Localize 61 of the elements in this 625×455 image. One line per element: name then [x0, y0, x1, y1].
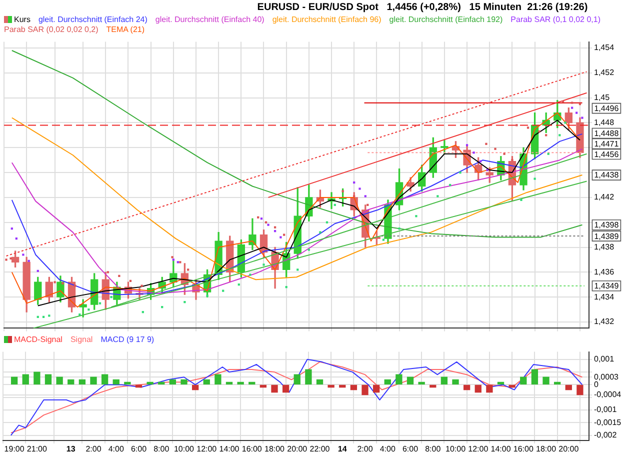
x-tick-label: 10:00	[445, 444, 466, 454]
x-tick-label: 14:00	[490, 444, 512, 454]
text: MACD (9 17 9)	[100, 335, 154, 345]
x-tick-label: 10:00	[174, 444, 195, 454]
y-tick-label: 1,436	[594, 267, 615, 276]
text: gleit. Durchschnitt (Einfach 192)	[389, 15, 503, 25]
text: TEMA (21)	[106, 25, 145, 35]
x-tick-label: 6:00	[130, 444, 148, 454]
x-tick-label: 21:00	[26, 444, 48, 454]
x-tick-label: 13	[66, 444, 76, 454]
y-tick-label: -0,0004	[594, 390, 622, 400]
annotation: 1,4349	[594, 282, 620, 291]
text: Parab SAR (0,1 0,02 0,1)	[510, 15, 600, 25]
y-tick-label: -0,002	[594, 430, 618, 440]
annotation: 1,4456	[594, 150, 620, 159]
y-tick-label: 1,448	[594, 118, 615, 127]
legend-label: MACD-Signal	[13, 335, 62, 345]
x-tick-label: 22:00	[310, 444, 330, 454]
x-tick-label: 6:00	[402, 444, 419, 454]
x-tick-label: 20:00	[287, 444, 308, 454]
x-tick-label: 8:00	[425, 444, 442, 454]
x-tick-label: 2:00	[86, 444, 102, 454]
x-tick-label: 18:00	[264, 444, 286, 454]
y-tick-label: 0,0003	[594, 372, 620, 382]
x-tick-label: 8:00	[154, 444, 170, 454]
y-tick-label: 0	[594, 380, 599, 389]
text: Parab SAR (0,02 0,02 0,2)	[4, 25, 98, 35]
x-tick-label: 4:00	[380, 444, 396, 454]
x-tick-label: 12:00	[468, 444, 489, 454]
x-tick-label: 14:00	[219, 444, 240, 454]
text: Signal	[70, 335, 93, 345]
annotation: 1,4488	[594, 128, 620, 138]
x-tick-label: 14	[338, 444, 348, 454]
x-tick-label: 2:00	[357, 444, 374, 454]
y-tick-label: 1,452	[594, 68, 615, 78]
y-tick-label: 1,442	[594, 192, 615, 202]
x-tick-label: 19:00	[4, 444, 25, 454]
y-tick-label: 1,45	[594, 93, 610, 102]
text: gleit. Durchschnitt (Einfach 40)	[155, 15, 264, 25]
text: gleit. Durchschnitt (Einfach 24)	[38, 15, 148, 25]
x-tick-label: 16:00	[242, 444, 262, 454]
annotation: 1,4438	[594, 170, 620, 180]
chart-title: EURUSD - EUR/USD Spot 1,4456 (+0,28%) 15 Minuten 21:26 (19:26)	[256, 1, 589, 15]
y-tick-label: 0,001	[594, 354, 615, 364]
y-tick-label: 1,432	[594, 317, 615, 326]
y-tick-label: 1,438	[594, 242, 615, 252]
annotation: 1,4398	[594, 220, 620, 230]
x-tick-label: 12:00	[196, 444, 218, 454]
y-tick-label: -0,001	[594, 405, 618, 414]
y-tick-label: 1,434	[594, 292, 615, 302]
x-tick-label: 4:00	[108, 444, 124, 454]
x-tick-label: 20:00	[558, 444, 580, 454]
legend-label: Kurs	[13, 15, 30, 25]
x-tick-label: 18:00	[536, 444, 557, 454]
annotation: 1,4389	[594, 232, 620, 241]
x-tick-label: 16:00	[513, 444, 534, 454]
annotation: 1,4471	[594, 139, 620, 148]
y-tick-label: 1,454	[594, 43, 615, 52]
text: gleit. Durchschnitt (Einfach 96)	[272, 15, 382, 25]
y-tick-label: -0,0015	[594, 418, 622, 427]
annotation: 1,4496	[594, 104, 620, 114]
